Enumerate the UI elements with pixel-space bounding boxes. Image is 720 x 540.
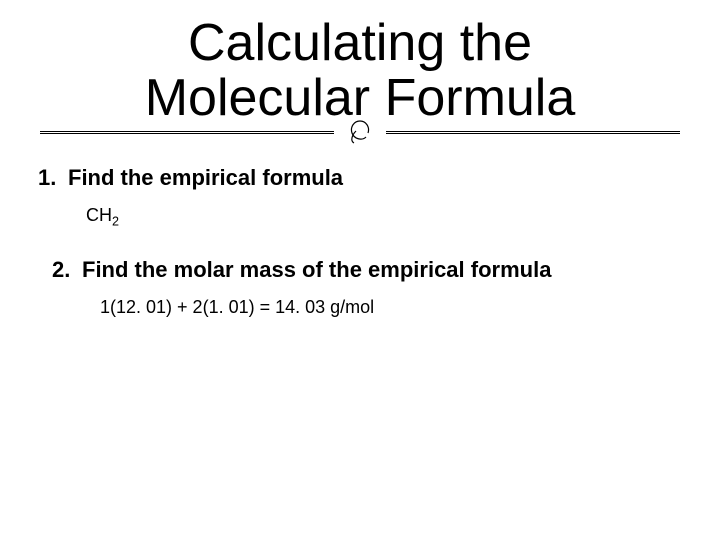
flourish-icon bbox=[334, 117, 386, 152]
step-number: 2. bbox=[52, 257, 82, 283]
slide-title: Calculating the Molecular Formula bbox=[0, 0, 720, 125]
step-heading: 2. Find the molar mass of the empirical … bbox=[52, 257, 682, 283]
step-detail: CH2 bbox=[86, 205, 682, 229]
step-detail: 1(12. 01) + 2(1. 01) = 14. 03 g/mol bbox=[100, 297, 682, 318]
step-number: 1. bbox=[38, 165, 68, 191]
slide-body: 1. Find the empirical formula CH2 2. Fin… bbox=[0, 155, 720, 318]
step-heading-text: Find the empirical formula bbox=[68, 165, 343, 191]
title-line-1: Calculating the bbox=[188, 14, 532, 72]
title-divider bbox=[0, 115, 720, 155]
list-item: 2. Find the molar mass of the empirical … bbox=[38, 257, 682, 318]
list-item: 1. Find the empirical formula CH2 bbox=[38, 165, 682, 229]
step-heading-text: Find the molar mass of the empirical for… bbox=[82, 257, 551, 283]
step-list: 1. Find the empirical formula CH2 2. Fin… bbox=[38, 165, 682, 318]
step-heading: 1. Find the empirical formula bbox=[38, 165, 682, 191]
